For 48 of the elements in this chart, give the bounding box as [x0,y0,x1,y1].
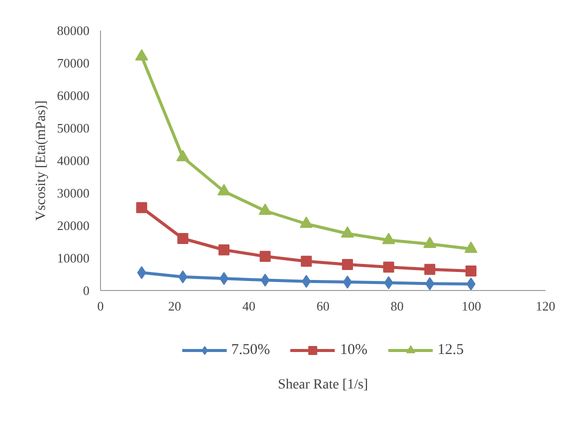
point [137,266,146,280]
x-tick-label: 80 [390,298,404,314]
y-tick-label: 40000 [57,153,90,168]
x-tick-label: 100 [462,298,482,314]
x-tick-label: 120 [536,298,556,314]
x-tick-label: 0 [97,298,104,314]
point [135,49,148,60]
point [178,270,188,284]
point [382,232,396,244]
point [342,259,353,270]
point [384,276,394,290]
point [260,274,270,287]
x-tick-label: 40 [242,298,256,314]
point [464,241,478,253]
point [217,184,230,196]
y-tick-label: 50000 [57,120,90,136]
point [176,150,190,162]
point [342,276,352,289]
y-tick-label: 60000 [57,88,90,103]
point [383,262,394,273]
y-tick-label: 80000 [57,23,90,38]
x-tick-label: 60 [316,298,330,314]
y-tick-label: 30000 [57,186,90,200]
legend-label: 12.5 [438,342,464,358]
point [423,236,436,248]
point [219,272,228,285]
point [340,226,354,238]
point [466,278,476,290]
point [177,233,188,244]
point [425,277,434,290]
x-tick-label: 20 [168,298,182,314]
point [300,256,312,267]
y-tick-label: 10000 [57,250,90,266]
point [136,202,148,214]
legend-label: 7.50% [231,342,270,358]
y-axis-title: Vscosity [Eta(mPas)] [34,100,49,221]
point [465,266,476,276]
point [218,244,230,256]
y-tick-label: 20000 [57,218,90,233]
y-tick-label: 70000 [57,56,90,70]
point [302,274,311,288]
x-axis-title: Shear Rate [1/s] [278,378,368,392]
point [258,203,272,215]
point [260,250,271,262]
y-tick-label: 0 [83,283,90,298]
point [424,264,436,275]
legend-label: 10% [340,342,368,358]
point [300,216,313,228]
